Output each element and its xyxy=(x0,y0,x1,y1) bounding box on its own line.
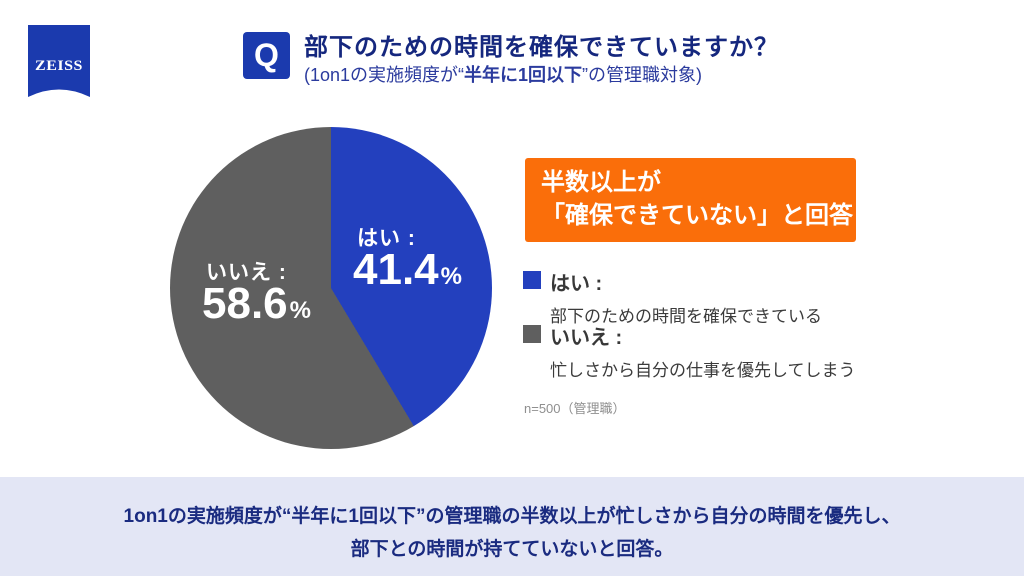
page-title: 部下のための時間を確保できていますか？ xyxy=(304,34,779,61)
pie-slice-no-label: いいえ : xyxy=(206,261,287,284)
pie-slice-yes-value-number: 41.4 xyxy=(353,245,439,294)
zeiss-logo-text: ZEISS xyxy=(35,58,83,74)
sample-size-note: n=500（管理職） xyxy=(524,401,626,416)
summary-line-2: 部下との時間が持てていないと回答。 xyxy=(350,539,674,560)
zeiss-logo: ZEISS xyxy=(28,25,90,97)
subtitle-emphasis: 半年に1回以下 xyxy=(464,65,583,85)
zeiss-logo-badge: ZEISS xyxy=(28,25,90,97)
question-badge-letter: Q xyxy=(254,37,279,73)
pie-slice-no-value-unit: % xyxy=(289,297,311,324)
zeiss-logo-shape xyxy=(28,25,90,97)
pie-slice-yes-value: 41.4% xyxy=(353,245,462,295)
page-subtitle: (1on1の実施頻度が“半年に1回以下”の管理職対象) xyxy=(304,61,702,87)
legend-desc-yes: 部下のための時間を確保できている xyxy=(550,307,822,326)
highlight-callout-line-2: 「確保できていない」と回答 xyxy=(541,202,853,229)
pie-slice-yes-label: はい : xyxy=(357,227,416,250)
pie-slice-yes-value-unit: % xyxy=(440,263,462,290)
legend-label-yes: はい : xyxy=(550,273,603,295)
legend-text-yes: はい : 部下のための時間を確保できている xyxy=(550,267,822,327)
highlight-callout-line-1: 半数以上が xyxy=(541,169,661,196)
subtitle-suffix: ”の管理職対象) xyxy=(582,65,703,85)
legend-swatch-no xyxy=(523,325,541,343)
subtitle-prefix: (1on1の実施頻度が“ xyxy=(304,65,465,85)
summary-footer: 1on1の実施頻度が“半年に1回以下”の管理職の半数以上が忙しさから自分の時間を… xyxy=(0,477,1024,576)
summary-line-1: 1on1の実施頻度が“半年に1回以下”の管理職の半数以上が忙しさから自分の時間を… xyxy=(123,506,901,527)
legend-item-no: いいえ : 忙しさから自分の仕事を優先してしまう xyxy=(523,321,856,381)
question-badge: Q xyxy=(243,32,290,79)
legend-text-no: いいえ : 忙しさから自分の仕事を優先してしまう xyxy=(550,321,856,381)
legend-item-yes: はい : 部下のための時間を確保できている xyxy=(523,267,822,327)
legend-desc-no: 忙しさから自分の仕事を優先してしまう xyxy=(550,361,856,380)
highlight-callout: 半数以上が 「確保できていない」と回答 xyxy=(525,158,856,242)
pie-slice-no-value-number: 58.6 xyxy=(202,279,288,328)
pie-slice-no-value: 58.6% xyxy=(202,279,311,329)
legend-label-no: いいえ : xyxy=(550,327,623,349)
legend-swatch-yes xyxy=(523,271,541,289)
pie-chart xyxy=(170,127,492,449)
